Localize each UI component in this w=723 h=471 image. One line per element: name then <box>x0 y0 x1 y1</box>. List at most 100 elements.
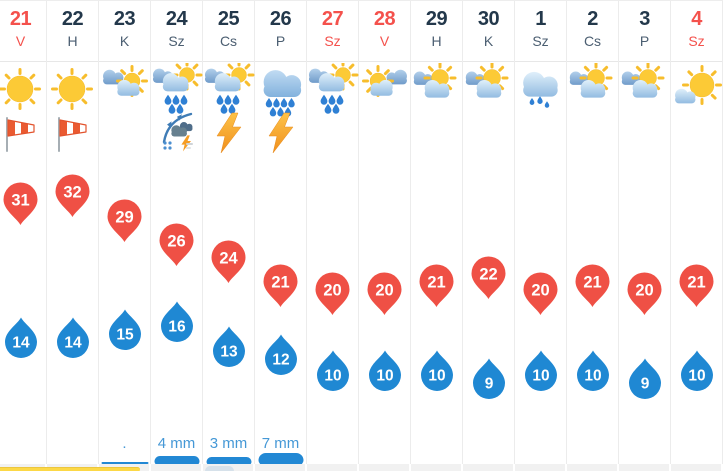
precip-amount-label: . <box>122 435 127 452</box>
max-temp-pin: 21 <box>678 264 715 308</box>
day-column-1[interactable]: 1 Sz 20 10 <box>515 1 567 471</box>
min-temp-pin: 9 <box>627 357 663 401</box>
day-abbrev: H <box>431 33 442 49</box>
day-column-2[interactable]: 2 Cs 21 10 <box>567 1 619 471</box>
day-header: 25 Cs <box>203 1 254 62</box>
sunshine-bar <box>0 467 140 471</box>
max-temp-value: 31 <box>11 192 29 210</box>
sunny-icon <box>47 63 99 121</box>
day-header: 30 K <box>463 1 514 62</box>
max-temp-pin: 22 <box>470 256 507 300</box>
day-header: 21 V <box>0 1 46 62</box>
day-header: 1 Sz <box>515 1 566 62</box>
partly-cloudy-icon <box>411 61 463 121</box>
min-temp-value: 13 <box>220 344 238 361</box>
max-temp-value: 20 <box>375 282 393 300</box>
sun-small-cloud-icon <box>671 63 723 121</box>
min-temp-pin: 14 <box>3 316 39 360</box>
min-temp-value: 14 <box>64 335 82 352</box>
cold-front-icon <box>153 112 201 156</box>
rain-showers-sun-icon <box>203 59 255 121</box>
precip-amount-label: 4 mm <box>157 435 196 452</box>
date-number: 22 <box>61 8 84 30</box>
min-temp-pin: 10 <box>419 349 455 393</box>
max-temp-pin: 20 <box>366 272 403 316</box>
date-number: 25 <box>217 8 240 30</box>
sun-between-clouds-icon <box>359 63 411 121</box>
max-temp-pin: 31 <box>2 182 39 226</box>
min-temp-value: 16 <box>168 319 186 336</box>
day-abbrev: P <box>275 33 286 49</box>
max-temp-value: 29 <box>115 209 133 227</box>
min-temp-value: 12 <box>272 352 289 369</box>
day-abbrev: Sz <box>688 33 705 49</box>
rain-showers-sun-icon <box>151 59 203 121</box>
precip-bar <box>206 457 251 465</box>
max-temp-pin: 21 <box>262 264 299 308</box>
max-temp-pin: 24 <box>210 240 247 284</box>
day-column-30[interactable]: 30 K 22 9 <box>463 1 515 471</box>
min-temp-value: 15 <box>116 327 134 344</box>
date-number: 29 <box>425 8 448 30</box>
day-column-27[interactable]: 27 Sz 20 10 <box>307 1 359 471</box>
day-abbrev: Cs <box>583 33 602 49</box>
max-temp-pin: 21 <box>418 264 455 308</box>
max-temp-pin: 29 <box>106 199 143 243</box>
day-header: 24 Sz <box>151 1 202 62</box>
min-temp-pin: 10 <box>679 349 715 393</box>
day-header: 29 H <box>411 1 462 62</box>
partly-cloudy-icon <box>567 61 619 121</box>
day-column-28[interactable]: 28 V 20 10 <box>359 1 411 471</box>
day-column-26[interactable]: 26 P 21 12 7 mm <box>255 1 307 471</box>
day-abbrev: Cs <box>219 33 238 49</box>
day-header: 23 K <box>99 1 150 62</box>
min-temp-value: 9 <box>640 376 649 393</box>
min-temp-pin: 13 <box>211 325 247 369</box>
precip-amount-label: 3 mm <box>209 435 248 452</box>
day-abbrev: Sz <box>532 33 549 49</box>
day-abbrev: H <box>67 33 78 49</box>
min-temp-value: 10 <box>532 368 549 385</box>
day-column-25[interactable]: 25 Cs 24 13 3 mm <box>203 1 255 471</box>
max-temp-value: 20 <box>531 282 549 300</box>
next-row-strip <box>0 464 723 471</box>
date-number: 27 <box>321 8 344 30</box>
day-column-24[interactable]: 24 Sz 26 16 4 mm <box>151 1 203 471</box>
day-column-4[interactable]: 4 Sz 21 10 <box>671 1 723 471</box>
max-temp-value: 26 <box>167 233 185 251</box>
day-header: 27 Sz <box>307 1 358 62</box>
date-number: 23 <box>113 8 136 30</box>
day-column-3[interactable]: 3 P 20 9 <box>619 1 671 471</box>
windsock-icon <box>0 112 45 156</box>
day-header: 4 Sz <box>671 1 722 62</box>
precip-bar <box>258 453 303 465</box>
min-temp-pin: 10 <box>523 349 559 393</box>
min-temp-value: 10 <box>324 368 341 385</box>
max-temp-pin: 32 <box>54 174 91 218</box>
day-column-21[interactable]: 21 V 31 14 <box>0 1 47 471</box>
date-number: 21 <box>9 8 32 30</box>
min-temp-pin: 14 <box>55 316 91 360</box>
day-column-22[interactable]: 22 H 32 14 <box>47 1 99 471</box>
max-temp-value: 21 <box>271 274 289 292</box>
max-temp-pin: 20 <box>626 272 663 316</box>
windsock-icon <box>49 112 97 156</box>
min-temp-pin: 9 <box>471 357 507 401</box>
next-row-marker <box>205 466 234 471</box>
day-column-23[interactable]: 23 K 29 15 . <box>99 1 151 471</box>
max-temp-value: 20 <box>323 282 341 300</box>
day-abbrev: K <box>483 33 494 49</box>
min-temp-value: 10 <box>376 368 393 385</box>
precip-bar <box>101 462 148 464</box>
max-temp-value: 21 <box>427 274 445 292</box>
day-column-29[interactable]: 29 H 21 10 <box>411 1 463 471</box>
drizzle-icon <box>515 63 567 121</box>
max-temp-pin: 20 <box>314 272 351 316</box>
partly-cloudy-icon <box>619 61 671 121</box>
day-header: 28 V <box>359 1 410 62</box>
max-temp-value: 21 <box>583 274 601 292</box>
min-temp-value: 10 <box>428 368 445 385</box>
sunny-icon <box>0 63 47 121</box>
lightning-icon <box>205 112 253 156</box>
